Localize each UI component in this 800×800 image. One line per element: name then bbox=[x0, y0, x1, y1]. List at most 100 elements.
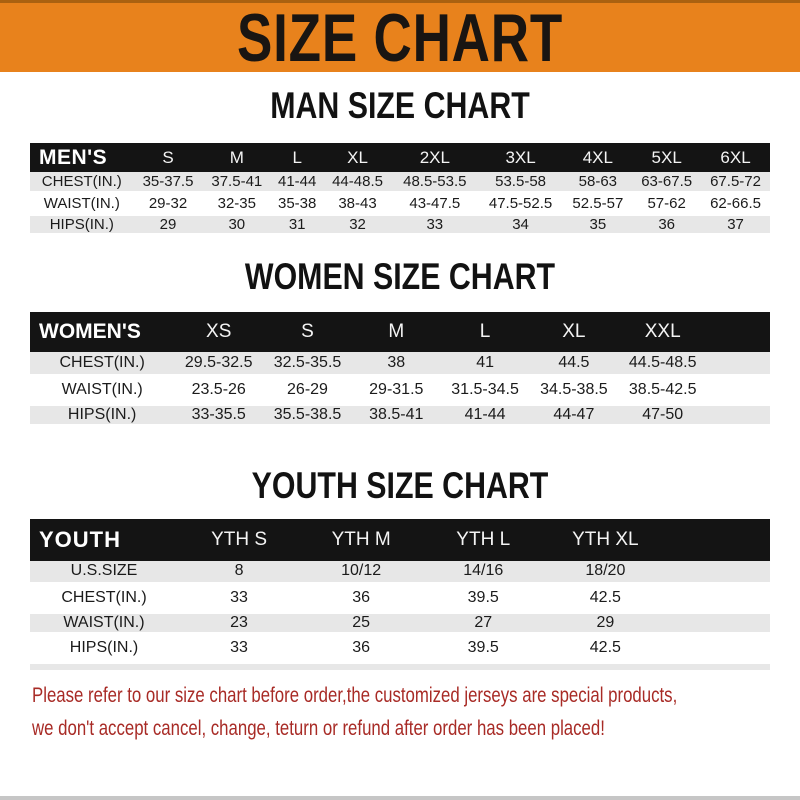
value-cell: 53.5-58 bbox=[495, 173, 546, 190]
row-label-cell: WAIST(IN.) bbox=[61, 380, 143, 398]
value-cell: 41-44 bbox=[277, 173, 317, 190]
column-header-cell: M bbox=[229, 147, 244, 167]
column-header-cell: XS bbox=[206, 321, 232, 342]
value-cell: 62-66.5 bbox=[710, 195, 761, 212]
table-row: HIPS(IN.) 33 36 39.5 42.5 bbox=[30, 636, 770, 661]
value-cell: 18/20 bbox=[585, 562, 626, 580]
value-cell: 33 bbox=[230, 639, 248, 656]
row-label-cell: HIPS(IN.) bbox=[67, 405, 137, 423]
column-header-cell: L bbox=[479, 321, 491, 342]
value-cell: 63-67.5 bbox=[641, 173, 693, 190]
youth-table-wrap: YOUTH YTH S YTH M YTH L YTH XL U.S.SIZE 8 10/12… bbox=[0, 518, 800, 670]
value-cell: 37.5-41 bbox=[211, 173, 263, 190]
value-cell: 58-63 bbox=[578, 173, 618, 190]
value-cell: 23.5-26 bbox=[191, 380, 246, 398]
value-cell: 38-43 bbox=[338, 195, 377, 212]
table-row: U.S.SIZE 8 10/12 14/16 18/20 bbox=[30, 560, 770, 586]
value-cell: 29.5-32.5 bbox=[184, 353, 253, 371]
man-table-wrap: MEN'S S M L XL 2XL 3XL 4XL 5XL 6XL CHEST(IN.) 35-37… bbox=[0, 143, 800, 237]
value-cell: 29-31.5 bbox=[369, 380, 424, 398]
value-cell: 43-47.5 bbox=[409, 195, 461, 212]
value-cell: 10/12 bbox=[341, 562, 382, 580]
filler-cell bbox=[707, 377, 770, 402]
value-cell: 42.5 bbox=[589, 589, 621, 606]
value-cell: 41-44 bbox=[464, 405, 506, 423]
row-label-cell: CHEST(IN.) bbox=[41, 173, 122, 190]
filler-cell bbox=[666, 586, 770, 611]
value-cell: 44.5 bbox=[558, 353, 590, 371]
row-label-cell: CHEST(IN.) bbox=[61, 589, 147, 606]
row-label-cell: HIPS(IN.) bbox=[69, 639, 139, 656]
row-label-cell: U.S.SIZE bbox=[70, 562, 138, 580]
value-cell: 26-29 bbox=[287, 380, 328, 398]
value-cell: 38 bbox=[387, 353, 406, 371]
value-cell: 32 bbox=[349, 216, 366, 233]
value-cell: 33-35.5 bbox=[191, 405, 246, 423]
value-cell: 44-48.5 bbox=[332, 173, 383, 190]
value-cell: 31.5-34.5 bbox=[451, 380, 519, 398]
column-header-cell: M bbox=[388, 321, 405, 342]
disclaimer-line-1: Please refer to our size chart before or… bbox=[32, 684, 678, 707]
value-cell: 39.5 bbox=[467, 589, 499, 606]
table-title-cell: YOUTH bbox=[39, 526, 121, 552]
value-cell: 47.5-52.5 bbox=[488, 195, 553, 212]
filler-cell bbox=[707, 312, 770, 352]
table-row: WAIST(IN.) 23 25 27 29 bbox=[30, 610, 770, 636]
value-cell: 35-38 bbox=[277, 195, 317, 212]
column-header-cell: 5XL bbox=[651, 147, 682, 167]
value-cell: 52.5-57 bbox=[572, 195, 624, 212]
page-title: SIZE CHART bbox=[236, 0, 564, 76]
women-table-wrap: WOMEN'S XS S M L XL XXL CHEST(IN.) 29.5-32.5 32.5… bbox=[0, 312, 800, 431]
value-cell: 27 bbox=[474, 614, 493, 631]
value-cell: 44.5-48.5 bbox=[628, 353, 697, 371]
table-row: HIPS(IN.) 33-35.5 35.5-38.5 38.5-41 41-44 44-… bbox=[30, 402, 770, 427]
man-section-title: MAN SIZE CHART bbox=[270, 85, 530, 126]
banner: SIZE CHART bbox=[0, 0, 800, 72]
value-cell: 44-47 bbox=[553, 405, 595, 423]
value-cell: 34.5-38.5 bbox=[540, 380, 608, 398]
column-header-cell: XL bbox=[347, 147, 368, 167]
value-cell: 32-35 bbox=[217, 195, 256, 212]
youth-size-table: YOUTH YTH S YTH M YTH L YTH XL U.S.SIZE 8 10/12… bbox=[30, 518, 770, 665]
disclaimer-line-2: we don't accept cancel, change, teturn o… bbox=[32, 717, 605, 740]
table-row: CHEST(IN.) 35-37.5 37.5-41 41-44 44-48.5 48.5… bbox=[30, 172, 770, 193]
value-cell: 41 bbox=[476, 353, 494, 371]
value-cell: 30 bbox=[228, 216, 246, 233]
table-end-bar bbox=[30, 664, 770, 670]
table-title-cell: WOMEN'S bbox=[39, 320, 141, 343]
value-cell: 29-32 bbox=[148, 195, 188, 212]
table-header-row: MEN'S S M L XL 2XL 3XL 4XL 5XL 6XL bbox=[30, 143, 770, 172]
column-header-cell: 6XL bbox=[720, 147, 751, 167]
value-cell: 39.5 bbox=[467, 639, 499, 656]
value-cell: 36 bbox=[352, 589, 371, 606]
table-row: CHEST(IN.) 29.5-32.5 32.5-35.5 38 41 44.5 44.5… bbox=[30, 352, 770, 377]
row-label-cell: WAIST(IN.) bbox=[63, 614, 145, 631]
womens-size-table: WOMEN'S XS S M L XL XXL CHEST(IN.) 29.5-32.5 32.5… bbox=[30, 312, 770, 431]
filler-cell bbox=[707, 402, 770, 427]
column-header-cell: XL bbox=[562, 321, 586, 342]
youth-section-title: YOUTH SIZE CHART bbox=[251, 464, 549, 506]
value-cell: 35-37.5 bbox=[142, 173, 194, 190]
column-header-cell: L bbox=[292, 147, 302, 167]
column-header-cell: XXL bbox=[644, 321, 681, 342]
row-label-cell: WAIST(IN.) bbox=[43, 195, 120, 212]
column-header-cell: YTH M bbox=[331, 528, 391, 550]
value-cell: 48.5-53.5 bbox=[403, 173, 467, 190]
table-row: HIPS(IN.) 29 30 31 32 33 34 35 36 37 bbox=[30, 214, 770, 235]
column-header-cell: YTH L bbox=[456, 528, 511, 550]
value-cell: 31 bbox=[288, 216, 306, 233]
value-cell: 32.5-35.5 bbox=[273, 353, 342, 371]
column-header-cell: 4XL bbox=[582, 147, 613, 167]
column-header-cell: S bbox=[301, 321, 314, 342]
row-label-cell: CHEST(IN.) bbox=[59, 353, 145, 371]
value-cell: 36 bbox=[658, 216, 675, 233]
table-row: WAIST(IN.) 23.5-26 26-29 29-31.5 31.5-34.5 34… bbox=[30, 377, 770, 402]
column-header-cell: 3XL bbox=[505, 147, 536, 167]
value-cell: 23 bbox=[230, 614, 248, 631]
column-header-cell: YTH XL bbox=[572, 528, 639, 550]
column-header-cell: YTH S bbox=[211, 528, 268, 550]
value-cell: 35 bbox=[589, 216, 607, 233]
column-header-cell: S bbox=[162, 147, 174, 167]
row-label-cell: HIPS(IN.) bbox=[49, 216, 114, 233]
